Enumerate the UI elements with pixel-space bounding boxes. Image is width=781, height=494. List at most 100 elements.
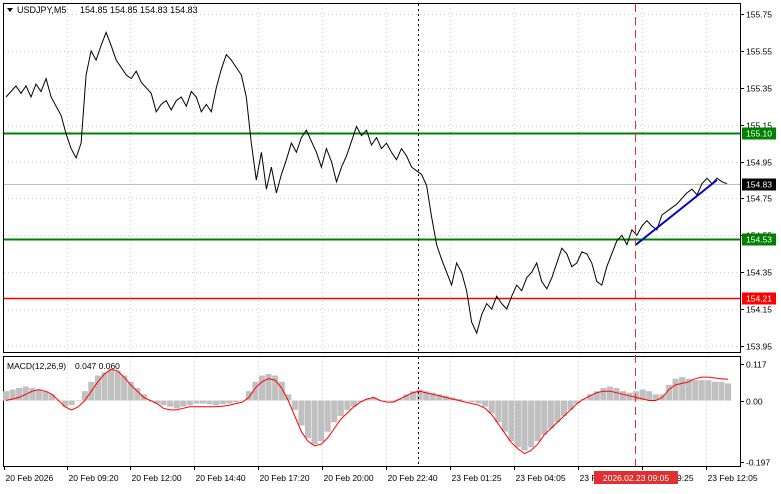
macd-histogram-bar bbox=[35, 389, 42, 401]
price-pane-frame bbox=[3, 3, 741, 353]
macd-histogram-bar bbox=[521, 400, 528, 451]
macd-histogram-bar bbox=[580, 399, 587, 401]
macd-histogram-bar bbox=[469, 400, 476, 403]
time-tick-label: 20 Feb 12:00 bbox=[132, 473, 182, 483]
ohlc-values: 154.85 154.85 154.83 154.83 bbox=[80, 5, 198, 15]
macd-pane-frame bbox=[3, 356, 741, 467]
macd-histogram-bar bbox=[383, 400, 390, 401]
macd-histogram-bar bbox=[560, 400, 567, 417]
macd-histogram-bar bbox=[639, 389, 646, 401]
macd-histogram-bar bbox=[219, 400, 226, 405]
macd-label: MACD(12,26,9) bbox=[7, 361, 66, 371]
macd-histogram-bar bbox=[206, 400, 213, 405]
macd-histogram-bar bbox=[587, 394, 594, 401]
macd-tick-label: -0.197 bbox=[746, 458, 770, 468]
time-tick-label: 20 Feb 14:40 bbox=[196, 473, 246, 483]
macd-histogram-bar bbox=[160, 400, 167, 406]
price-tick-label: 155.35 bbox=[746, 84, 772, 94]
price-tick-label: 154.95 bbox=[746, 158, 772, 168]
macd-histogram-bar bbox=[482, 400, 489, 407]
macd-histogram-bar bbox=[272, 375, 279, 401]
macd-histogram-bar bbox=[679, 377, 686, 401]
macd-histogram-bar bbox=[3, 391, 10, 401]
macd-series bbox=[3, 368, 732, 455]
macd-histogram-bar bbox=[278, 381, 285, 401]
macd-histogram-bar bbox=[357, 400, 364, 403]
macd-histogram-bar bbox=[515, 400, 522, 448]
macd-histogram-bar bbox=[350, 400, 357, 407]
macd-histogram-bar bbox=[665, 384, 672, 401]
macd-histogram-bar bbox=[331, 400, 338, 423]
macd-histogram-bar bbox=[488, 400, 495, 413]
macd-histogram-bar bbox=[226, 400, 233, 404]
macd-histogram-bar bbox=[62, 400, 69, 407]
macd-histogram-bar bbox=[705, 380, 712, 401]
macd-histogram-bar bbox=[193, 400, 200, 404]
macd-histogram-bar bbox=[396, 399, 403, 401]
level-label-box bbox=[742, 178, 776, 191]
macd-histogram-bar bbox=[455, 399, 462, 401]
macd-histogram-bar bbox=[344, 400, 351, 410]
macd-histogram-bar bbox=[541, 400, 548, 435]
macd-histogram-bar bbox=[495, 400, 502, 423]
macd-histogram-bar bbox=[534, 400, 541, 442]
level-label-box bbox=[742, 233, 776, 246]
macd-histogram-bar bbox=[364, 399, 371, 401]
macd-histogram-bar bbox=[108, 369, 115, 401]
macd-histogram-bar bbox=[259, 375, 266, 401]
macd-histogram-bar bbox=[213, 400, 220, 406]
macd-axis: 0.117 0.00 -0.197 bbox=[740, 360, 770, 468]
macd-histogram-bar bbox=[127, 381, 134, 401]
price-series bbox=[5, 31, 728, 335]
macd-histogram-bar bbox=[606, 386, 613, 401]
macd-histogram-bar bbox=[298, 400, 305, 426]
time-tick-label: 20 Feb 09:20 bbox=[69, 473, 119, 483]
collapse-triangle-icon[interactable] bbox=[7, 8, 13, 12]
cursor-time-background bbox=[594, 471, 678, 484]
macd-histogram-bar bbox=[547, 400, 554, 429]
level-label: 154.53 bbox=[746, 235, 772, 245]
price-tick-label: 155.75 bbox=[746, 10, 772, 20]
macd-histogram-bar bbox=[436, 394, 443, 401]
macd-histogram-bar bbox=[593, 391, 600, 401]
macd-histogram-bar bbox=[16, 388, 23, 401]
macd-histogram-bar bbox=[134, 388, 141, 401]
macd-histogram-bar bbox=[685, 378, 692, 401]
macd-histogram-bar bbox=[370, 397, 377, 401]
grid bbox=[4, 4, 740, 466]
price-tick-label: 153.95 bbox=[746, 342, 772, 352]
macd-histogram-bar bbox=[633, 391, 640, 401]
macd-histogram-bar bbox=[423, 391, 430, 401]
macd-histogram-bar bbox=[528, 400, 535, 448]
macd-histogram-bar bbox=[304, 400, 311, 438]
macd-histogram-bar bbox=[692, 380, 699, 401]
macd-histogram-bar bbox=[29, 388, 36, 401]
macd-histogram-bar bbox=[114, 370, 121, 401]
price-tick-label: 154.15 bbox=[746, 305, 772, 315]
time-tick-label: 23 Feb 01:25 bbox=[452, 473, 502, 483]
time-tick-label: 20 Feb 22:40 bbox=[388, 473, 438, 483]
price-tick-label: 155.55 bbox=[746, 47, 772, 57]
level-label: 154.21 bbox=[746, 294, 772, 304]
macd-histogram-bar bbox=[574, 400, 581, 404]
macd-histogram-bar bbox=[626, 392, 633, 401]
macd-histogram-bar bbox=[718, 381, 725, 401]
trend-line[interactable] bbox=[635, 179, 718, 246]
time-tick-label: 23 Feb 12:05 bbox=[708, 473, 758, 483]
macd-histogram-bar bbox=[390, 400, 397, 403]
macd-histogram-bar bbox=[501, 400, 508, 432]
macd-histogram-bar bbox=[620, 391, 627, 401]
price-tick-label: 154.35 bbox=[746, 268, 772, 278]
macd-histogram-bar bbox=[68, 400, 75, 406]
macd-histogram-bar bbox=[94, 375, 101, 401]
level-label-box bbox=[742, 127, 776, 140]
macd-histogram-bar bbox=[285, 394, 292, 401]
level-label: 154.83 bbox=[746, 180, 772, 190]
macd-tick-label: 0.117 bbox=[746, 360, 767, 370]
macd-histogram-bar bbox=[180, 400, 187, 407]
price-levels bbox=[4, 132, 740, 300]
macd-histogram-bar bbox=[291, 400, 298, 410]
